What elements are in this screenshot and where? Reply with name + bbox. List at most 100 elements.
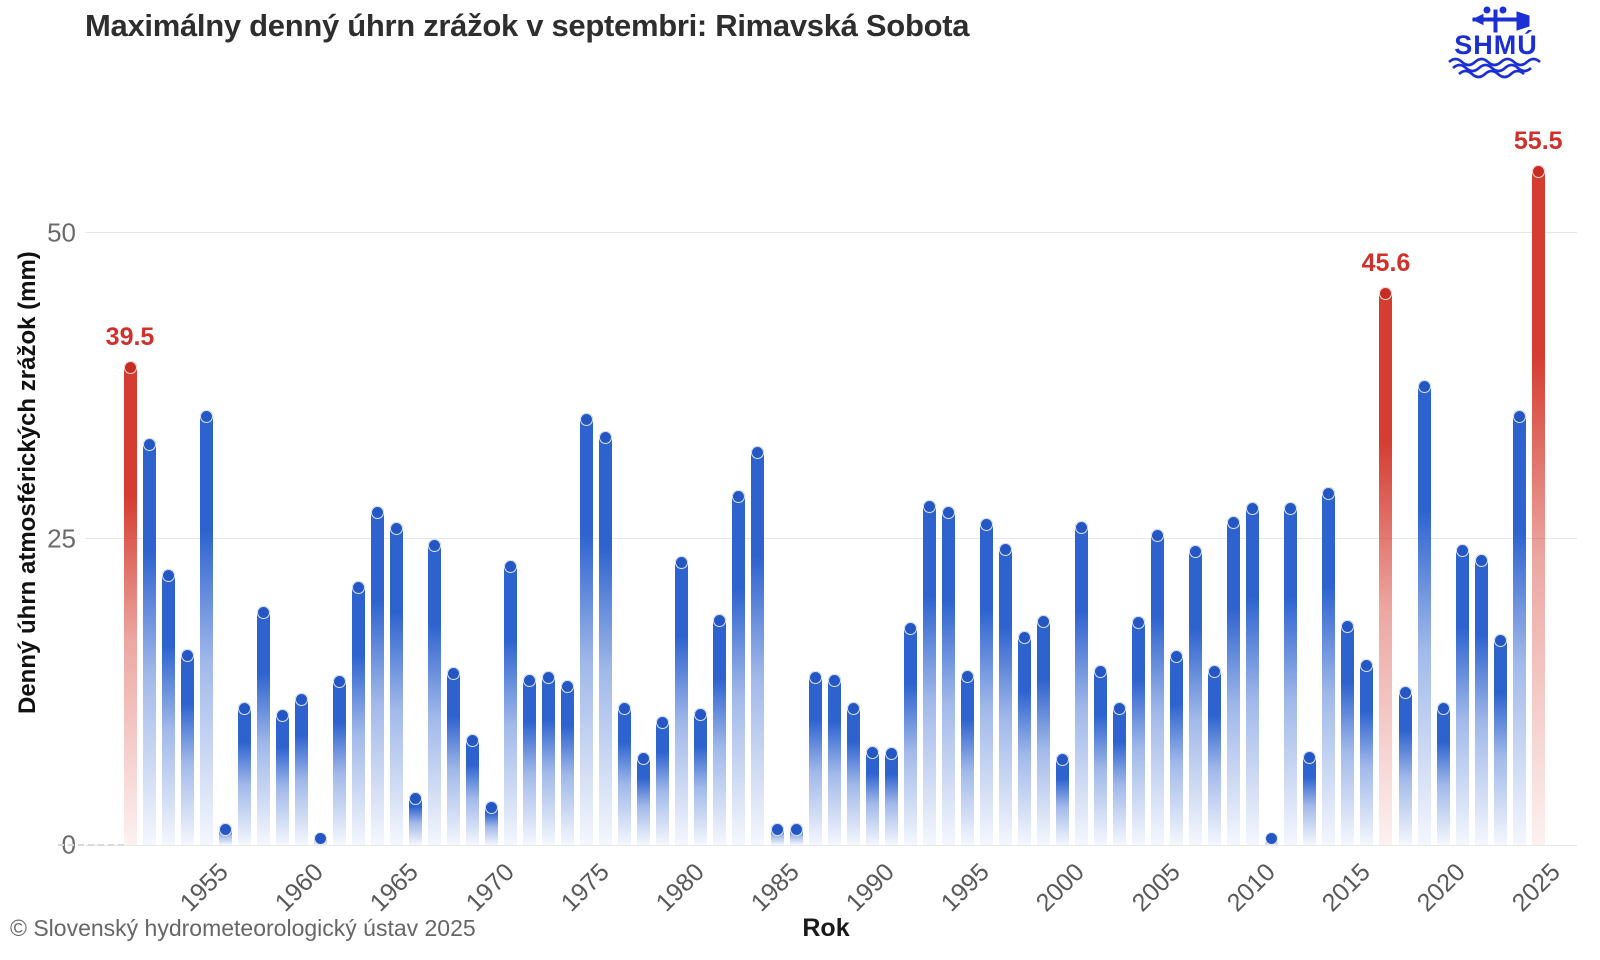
bar-cap-2017[interactable] bbox=[1379, 286, 1393, 300]
bar-2013[interactable] bbox=[1303, 750, 1317, 845]
bar-1978[interactable] bbox=[637, 751, 651, 845]
bar-cap-1962[interactable] bbox=[332, 674, 346, 688]
bar-cap-1953[interactable] bbox=[161, 569, 175, 583]
bar-1972[interactable] bbox=[523, 673, 537, 845]
bar-cap-2002[interactable] bbox=[1094, 664, 1108, 678]
bar-cap-2003[interactable] bbox=[1113, 701, 1127, 715]
bar-2004[interactable] bbox=[1132, 616, 1146, 845]
bar-cap-1983[interactable] bbox=[732, 489, 746, 503]
bar-cap-1965[interactable] bbox=[389, 521, 403, 535]
bar-cap-2014[interactable] bbox=[1322, 487, 1336, 501]
bar-2015[interactable] bbox=[1341, 619, 1355, 845]
bar-2000[interactable] bbox=[1055, 753, 1069, 845]
bar-1994[interactable] bbox=[941, 505, 955, 845]
bar-cap-1991[interactable] bbox=[884, 747, 898, 761]
bar-cap-1959[interactable] bbox=[275, 709, 289, 723]
bar-1952[interactable] bbox=[142, 438, 156, 845]
bar-1964[interactable] bbox=[370, 505, 384, 845]
bar-cap-1958[interactable] bbox=[256, 606, 270, 620]
bar-2006[interactable] bbox=[1170, 650, 1184, 845]
bar-2003[interactable] bbox=[1113, 701, 1127, 845]
bar-1977[interactable] bbox=[618, 701, 632, 845]
bar-cap-2022[interactable] bbox=[1474, 553, 1488, 567]
bar-cap-1994[interactable] bbox=[941, 505, 955, 519]
bar-cap-2000[interactable] bbox=[1055, 753, 1069, 767]
bar-1958[interactable] bbox=[256, 606, 270, 845]
bar-cap-1973[interactable] bbox=[542, 671, 556, 685]
bar-2016[interactable] bbox=[1360, 658, 1374, 845]
bar-1999[interactable] bbox=[1036, 614, 1050, 845]
bar-cap-1982[interactable] bbox=[713, 613, 727, 627]
bar-cap-2018[interactable] bbox=[1398, 685, 1412, 699]
bar-1971[interactable] bbox=[504, 559, 518, 845]
bar-1955[interactable] bbox=[199, 410, 213, 845]
bar-1981[interactable] bbox=[694, 707, 708, 845]
bar-cap-1987[interactable] bbox=[808, 671, 822, 685]
bar-cap-1998[interactable] bbox=[1017, 630, 1031, 644]
bar-cap-2001[interactable] bbox=[1075, 520, 1088, 534]
bar-cap-1974[interactable] bbox=[561, 679, 575, 693]
bar-1988[interactable] bbox=[827, 673, 841, 845]
bar-cap-2023[interactable] bbox=[1493, 634, 1507, 648]
bar-cap-1979[interactable] bbox=[656, 716, 670, 730]
bar-cap-1968[interactable] bbox=[447, 667, 460, 681]
bar-cap-1985[interactable] bbox=[770, 822, 784, 836]
bar-cap-1970[interactable] bbox=[485, 800, 499, 814]
bar-1967[interactable] bbox=[427, 538, 441, 845]
bar-2019[interactable] bbox=[1417, 379, 1431, 845]
bar-1993[interactable] bbox=[922, 499, 936, 845]
bar-2010[interactable] bbox=[1246, 502, 1260, 845]
bar-cap-2013[interactable] bbox=[1303, 750, 1317, 764]
bar-2009[interactable] bbox=[1227, 515, 1241, 845]
bar-2018[interactable] bbox=[1398, 685, 1412, 845]
bar-2020[interactable] bbox=[1436, 701, 1450, 845]
bar-cap-1986[interactable] bbox=[789, 822, 803, 836]
bar-1982[interactable] bbox=[713, 613, 727, 845]
bar-cap-2008[interactable] bbox=[1208, 664, 1222, 678]
bar-cap-1997[interactable] bbox=[998, 542, 1012, 556]
bar-cap-1976[interactable] bbox=[599, 431, 613, 445]
bar-cap-1978[interactable] bbox=[637, 751, 651, 765]
bar-cap-2004[interactable] bbox=[1132, 616, 1146, 630]
bar-cap-1952[interactable] bbox=[142, 438, 156, 452]
bar-2022[interactable] bbox=[1474, 553, 1488, 845]
bar-cap-1972[interactable] bbox=[523, 673, 537, 687]
bar-2025[interactable] bbox=[1531, 165, 1545, 845]
bar-2023[interactable] bbox=[1493, 634, 1507, 845]
bar-1976[interactable] bbox=[599, 431, 613, 845]
bar-1968[interactable] bbox=[447, 667, 460, 845]
bar-cap-1975[interactable] bbox=[580, 412, 594, 426]
bar-cap-1971[interactable] bbox=[504, 559, 518, 573]
bar-1995[interactable] bbox=[960, 669, 974, 845]
bar-2001[interactable] bbox=[1075, 520, 1088, 845]
bar-1951[interactable] bbox=[123, 361, 137, 845]
bar-1989[interactable] bbox=[846, 701, 860, 845]
bar-1974[interactable] bbox=[561, 679, 575, 845]
bar-cap-2015[interactable] bbox=[1341, 619, 1355, 633]
bar-cap-2020[interactable] bbox=[1436, 701, 1450, 715]
bar-cap-1957[interactable] bbox=[237, 701, 251, 715]
bar-cap-1960[interactable] bbox=[294, 693, 308, 707]
bar-cap-1961[interactable] bbox=[313, 832, 327, 845]
bar-cap-2025[interactable] bbox=[1531, 165, 1545, 179]
bar-cap-1999[interactable] bbox=[1036, 614, 1050, 628]
bar-cap-1996[interactable] bbox=[979, 518, 993, 532]
bar-cap-1954[interactable] bbox=[180, 649, 194, 663]
bar-cap-1966[interactable] bbox=[408, 792, 422, 806]
bar-1983[interactable] bbox=[732, 489, 746, 845]
bar-1969[interactable] bbox=[466, 733, 480, 845]
bar-1998[interactable] bbox=[1017, 630, 1031, 845]
bar-1953[interactable] bbox=[161, 569, 175, 845]
bar-1987[interactable] bbox=[808, 671, 822, 845]
bar-2017[interactable] bbox=[1379, 286, 1393, 845]
bar-cap-2007[interactable] bbox=[1189, 544, 1203, 558]
bar-cap-1963[interactable] bbox=[351, 580, 365, 594]
bar-1997[interactable] bbox=[998, 542, 1012, 845]
bar-cap-1981[interactable] bbox=[694, 707, 708, 721]
bar-1954[interactable] bbox=[180, 649, 194, 845]
bar-1992[interactable] bbox=[903, 622, 917, 845]
bar-cap-1951[interactable] bbox=[123, 361, 137, 375]
bar-cap-1995[interactable] bbox=[960, 669, 974, 683]
bar-2002[interactable] bbox=[1094, 664, 1108, 845]
bar-cap-1955[interactable] bbox=[199, 410, 213, 424]
